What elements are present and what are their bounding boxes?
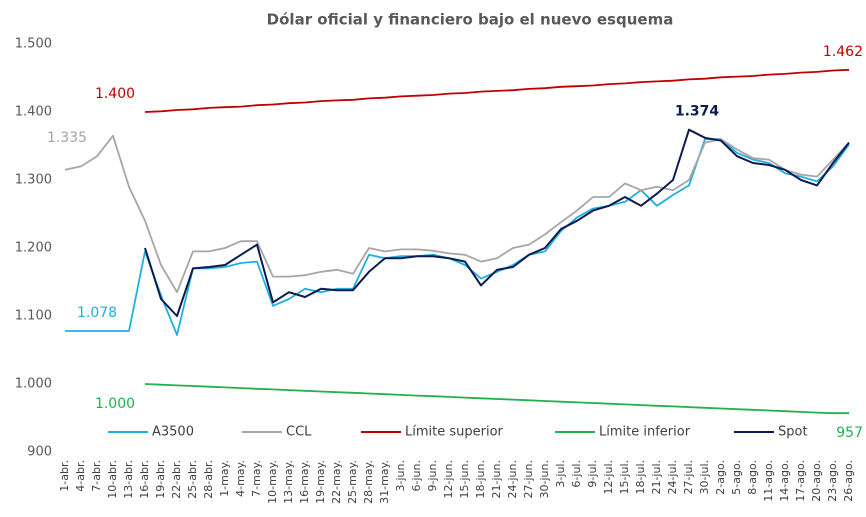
x-tick-label: 27-jun. [522,460,535,498]
x-tick-label: 8-ago. [746,460,759,495]
series-line [65,138,850,336]
x-tick-label: 27-jul. [682,460,695,495]
x-tick-label: 10-may. [266,460,279,504]
data-label: 1.462 [823,44,863,60]
x-tick-label: 18-jul. [634,460,647,495]
x-tick-label: 15-jul. [618,460,631,495]
chart-title: Dólar oficial y financiero bajo el nuevo… [267,11,674,29]
data-label: 1.400 [95,86,135,102]
legend-label: Límite inferior [599,425,691,440]
x-tick-label: 26-ago. [842,460,855,502]
y-tick-label: 1.500 [15,37,52,52]
x-tick-label: 28-may. [362,460,375,504]
x-tick-label: 1-may. [218,460,231,497]
x-tick-label: 19-may. [314,460,327,504]
x-tick-label: 30-jul. [698,460,711,495]
data-label: 1.374 [675,104,720,120]
x-tick-label: 23-ago. [826,460,839,502]
x-tick-label: 25-abr. [186,460,199,499]
series-line [144,383,849,415]
x-tick-label: 2-ago. [714,460,727,495]
legend-label: A3500 [152,425,194,440]
x-tick-label: 1-abr. [58,460,71,492]
y-tick-label: 1.200 [15,241,52,256]
x-tick-label: 12-jul. [602,460,615,495]
x-tick-label: 22-abr. [170,460,183,499]
x-tick-label: 14-ago. [778,460,791,502]
x-tick-label: 4-abr. [74,460,87,492]
y-tick-label: 1.000 [15,377,52,392]
y-tick-label: 1.400 [15,105,52,120]
x-tick-label: 9-jun. [426,460,439,491]
x-tick-label: 16-abr. [138,460,151,499]
x-tick-label: 12-jun. [442,460,455,498]
x-tick-label: 6-jun. [410,460,423,491]
x-tick-label: 15-jun. [458,460,471,498]
x-tick-label: 7-abr. [90,460,103,492]
x-tick-label: 20-ago. [810,460,823,502]
x-tick-label: 11-ago. [762,460,775,502]
x-tick-label: 10-abr. [106,460,119,499]
data-label: 1.000 [95,396,135,412]
legend-label: Límite superior [405,425,504,440]
legend-label: Spot [778,425,808,440]
x-tick-label: 19-abr. [154,460,167,499]
x-tick-label: 4-may. [234,460,247,497]
x-tick-label: 25-may. [346,460,359,504]
x-tick-label: 18-jun. [474,460,487,498]
x-tick-label: 5-ago. [730,460,743,495]
x-tick-label: 6-jul. [570,460,583,488]
x-tick-label: 21-jun. [490,460,503,498]
x-tick-label: 13-abr. [122,460,135,499]
x-tick-label: 17-ago. [794,460,807,502]
y-tick-label: 1.100 [15,309,52,324]
x-tick-label: 22-may. [330,460,343,504]
x-tick-label: 24-jun. [506,460,519,498]
series-line [144,128,850,317]
data-label: 1.078 [77,305,117,321]
x-tick-label: 7-may. [250,460,263,497]
x-tick-label: 3-jun. [394,460,407,491]
series-line [144,68,850,113]
legend-label: CCL [286,425,312,440]
series-line [64,134,850,294]
y-tick-label: 1.300 [15,173,52,188]
x-tick-label: 28-abr. [202,460,215,499]
y-tick-label: 900 [27,445,52,460]
x-tick-label: 21-jul. [650,460,663,495]
x-tick-label: 31-may. [378,460,391,504]
x-tick-label: 30-jun. [538,460,551,498]
x-tick-label: 24-jul. [666,460,679,495]
data-label: 1.335 [47,130,87,146]
x-tick-label: 3-jul. [554,460,567,488]
data-label: 957 [836,425,863,441]
x-tick-label: 16-may. [298,460,311,504]
x-tick-label: 13-may. [282,460,295,504]
x-tick-label: 9-jul. [586,460,599,488]
